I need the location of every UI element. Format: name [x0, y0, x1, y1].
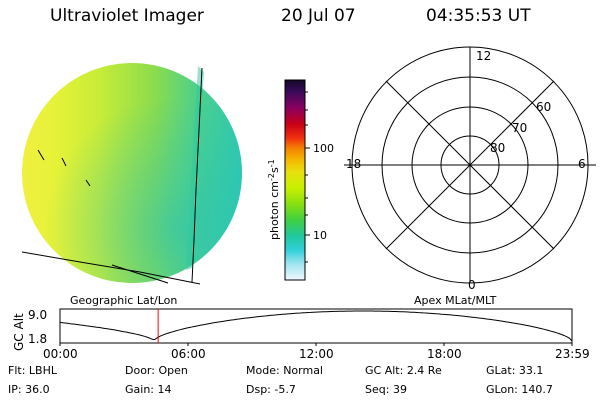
mlt-label-18: 18	[346, 157, 361, 171]
altitude-ylabel: GC Alt	[12, 313, 26, 351]
geo-grid-tick	[37, 149, 45, 161]
info-seq: Seq: 39	[365, 383, 407, 396]
info-glon: GLon: 140.7	[486, 383, 553, 396]
lat-label-70: 70	[512, 121, 527, 135]
geo-meridian-line	[191, 67, 203, 283]
date-label: 20 Jul 07	[281, 6, 356, 26]
x-tick-label-06: 06:00	[171, 347, 206, 361]
geo-grid-tick	[61, 157, 67, 167]
mlt-label-12: 12	[476, 49, 491, 63]
polar-grid	[344, 46, 596, 284]
info-gain: Gain: 14	[125, 383, 172, 396]
colorbar-tick-label-100: 100	[313, 142, 334, 155]
mode-value: Normal	[283, 364, 323, 377]
altitude-plot-frame	[59, 308, 573, 344]
colorbar-tick-label-10: 10	[313, 229, 327, 242]
flt-value: LBHL	[28, 364, 57, 377]
lat-label-60: 60	[536, 100, 551, 114]
x-tick-label-18: 18:00	[427, 347, 462, 361]
altitude-ytick-9: 9.0	[28, 308, 47, 322]
lat-label-80: 80	[490, 141, 505, 155]
colorbar-scale	[284, 79, 306, 281]
x-tick-label-00: 00:00	[43, 347, 78, 361]
gc-alt-value: 2.4 Re	[406, 364, 442, 377]
mlt-label-0: 0	[468, 278, 476, 292]
x-tick-label-2359: 23:59	[555, 347, 590, 361]
polar-diagonal-2	[385, 80, 555, 250]
altitude-xticks: 00:00 06:00 12:00 18:00 23:59	[43, 347, 590, 361]
info-flt: Flt: LBHL	[8, 364, 57, 377]
apex-panel-label: Apex MLat/MLT	[414, 294, 497, 307]
colorbar-unit-main: photon cm	[268, 181, 281, 240]
seq-value: 39	[392, 383, 407, 396]
info-gc-alt: GC Alt: 2.4 Re	[365, 364, 442, 377]
glon-value: 140.7	[521, 383, 553, 396]
ip-value: 36.0	[25, 383, 50, 396]
polar-labels: 12 18 6 0 60 70 80	[346, 49, 586, 292]
altitude-ytick-1-8: 1.8	[28, 332, 47, 346]
time-label: 04:35:53 UT	[426, 6, 531, 26]
info-ip: IP: 36.0	[8, 383, 50, 396]
geo-grid-tick	[85, 179, 91, 187]
dsp-value: -5.7	[274, 383, 296, 396]
geographic-panel-label: Geographic Lat/Lon	[70, 294, 177, 307]
app-title: Ultraviolet Imager	[50, 6, 204, 26]
colorbar-unit-exp1: -2	[267, 173, 276, 181]
gain-value: 14	[157, 383, 172, 396]
mlt-label-6: 6	[578, 157, 586, 171]
altitude-curve	[59, 310, 573, 342]
info-mode: Mode: Normal	[246, 364, 323, 377]
geo-grid-segment	[111, 264, 169, 284]
altitude-plot	[59, 308, 573, 346]
uv-disc-image	[21, 63, 242, 285]
info-glat: GLat: 33.1	[486, 364, 544, 377]
geo-latitude-line	[21, 251, 201, 285]
door-value: Open	[158, 364, 188, 377]
colorbar-unit-mid: s	[268, 167, 281, 173]
colorbar-unit-exp2: -1	[267, 159, 276, 167]
info-door: Door: Open	[125, 364, 188, 377]
colorbar-unit-label: photon cm-2s-1	[267, 159, 281, 240]
x-tick-label-12: 12:00	[299, 347, 334, 361]
colorbar: 100 10 photon cm-2s-1	[267, 79, 334, 281]
info-dsp: Dsp: -5.7	[246, 383, 296, 396]
glat-value: 33.1	[518, 364, 544, 377]
uv-disc-shade	[22, 63, 242, 283]
